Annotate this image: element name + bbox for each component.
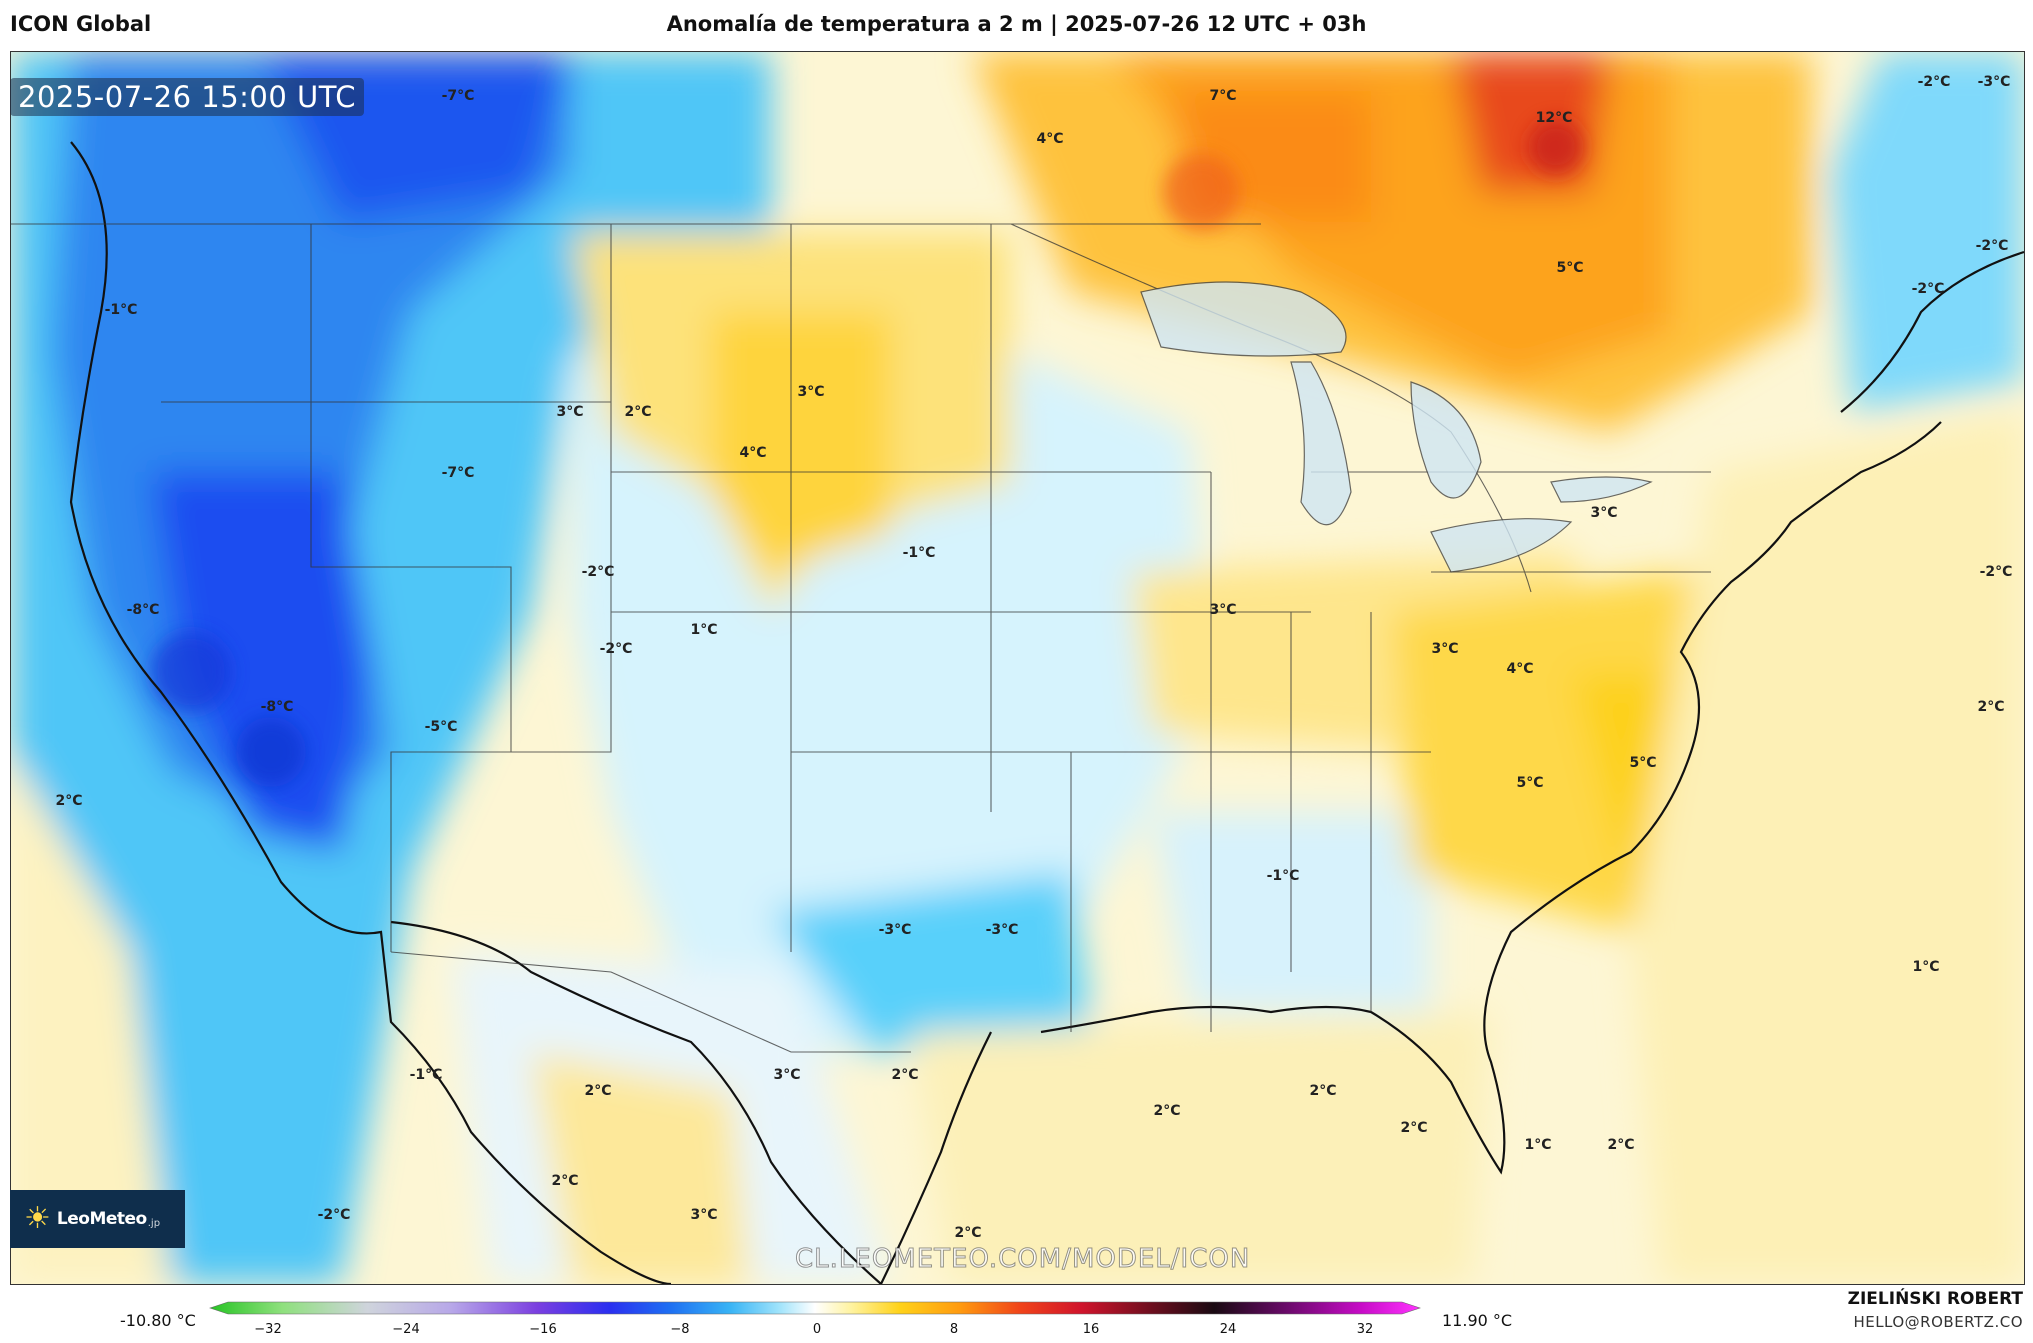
map-label: -3°C [1977, 74, 2011, 90]
map-label: -2°C [317, 1207, 351, 1223]
scale-tick: −32 [254, 1322, 282, 1337]
map-label: -3°C [878, 922, 912, 938]
map-label: -8°C [260, 699, 294, 715]
map-label: -3°C [985, 922, 1019, 938]
map-label: 1°C [1912, 959, 1940, 975]
map-label: -2°C [599, 641, 633, 657]
map-label: 1°C [1524, 1137, 1552, 1153]
map-label: -1°C [409, 1067, 443, 1083]
map-label: 2°C [1153, 1103, 1181, 1119]
map-label: 5°C [1516, 775, 1544, 791]
header-bar: ICON Global Anomalía de temperatura a 2 … [0, 0, 2033, 50]
map-label: 3°C [690, 1207, 718, 1223]
color-scale-bar [209, 1301, 1421, 1315]
logo-suffix: .jp [147, 1217, 161, 1229]
map-label: 2°C [55, 793, 83, 809]
map-label: 2°C [584, 1083, 612, 1099]
map-label: 4°C [739, 445, 767, 461]
map-label: 1°C [690, 622, 718, 638]
author-credit: ZIELIŃSKI ROBERT [1847, 1289, 2023, 1309]
map-label: 2°C [891, 1067, 919, 1083]
sun-icon: ☀ [24, 1201, 51, 1236]
scale-tick: 0 [812, 1322, 822, 1337]
scale-tick: 24 [1219, 1322, 1237, 1337]
map-label: -5°C [424, 719, 458, 735]
map-label: 2°C [954, 1225, 982, 1241]
map-label: -2°C [1979, 564, 2013, 580]
map-label: 3°C [773, 1067, 801, 1083]
map-label: -2°C [1917, 74, 1951, 90]
map-label: -2°C [581, 564, 615, 580]
anomaly-field [11, 52, 2024, 1284]
anomaly-map[interactable]: -7°C 7°C 12°C -2°C -3°C 4°C 5°C -2°C -2°… [10, 51, 2025, 1285]
map-label: 2°C [1607, 1137, 1635, 1153]
map-label: 4°C [1036, 131, 1064, 147]
scale-tick: −16 [529, 1322, 557, 1337]
color-scale [0, 1284, 2033, 1339]
map-label: -8°C [126, 602, 160, 618]
scale-tick: 32 [1356, 1322, 1374, 1337]
map-label: 3°C [1590, 505, 1618, 521]
map-label: -1°C [104, 302, 138, 318]
model-name: ICON Global [10, 12, 152, 36]
map-label: 5°C [1629, 755, 1657, 771]
map-label: 3°C [1431, 641, 1459, 657]
map-label: 2°C [1977, 699, 2005, 715]
logo-text: LeoMeteo [56, 1209, 147, 1229]
scale-tick: 16 [1082, 1322, 1100, 1337]
map-label: 2°C [551, 1173, 579, 1189]
map-label: -2°C [1911, 281, 1945, 297]
map-label: 7°C [1209, 88, 1237, 104]
map-label: 3°C [556, 404, 584, 420]
map-label: -1°C [902, 545, 936, 561]
scale-tick: −24 [392, 1322, 420, 1337]
map-label: 2°C [624, 404, 652, 420]
scale-min-label: -10.80 °C [120, 1311, 196, 1330]
valid-time-badge: 2025-07-26 15:00 UTC [10, 78, 365, 116]
leometeo-logo[interactable]: ☀ LeoMeteo .jp [10, 1190, 185, 1248]
map-label: -7°C [441, 465, 475, 481]
map-label: 2°C [1400, 1120, 1428, 1136]
map-label: -1°C [1266, 868, 1300, 884]
map-label: 3°C [1209, 602, 1237, 618]
scale-tick: 8 [949, 1322, 959, 1337]
map-title: Anomalía de temperatura a 2 m | 2025-07-… [666, 12, 1367, 36]
scale-tick: −8 [670, 1322, 690, 1337]
map-label: 5°C [1556, 260, 1584, 276]
map-label: 4°C [1506, 661, 1534, 677]
map-label: -2°C [1975, 238, 2009, 254]
map-label: 3°C [797, 384, 825, 400]
map-label: 2°C [1309, 1083, 1337, 1099]
scale-max-label: 11.90 °C [1442, 1311, 1513, 1330]
map-label: 12°C [1535, 110, 1573, 126]
map-label: -7°C [441, 88, 475, 104]
watermark-url: CL.LEOMETEO.COM/MODEL/ICON [794, 1244, 1251, 1275]
author-email[interactable]: HELLO@ROBERTZ.CO [1853, 1313, 2023, 1331]
